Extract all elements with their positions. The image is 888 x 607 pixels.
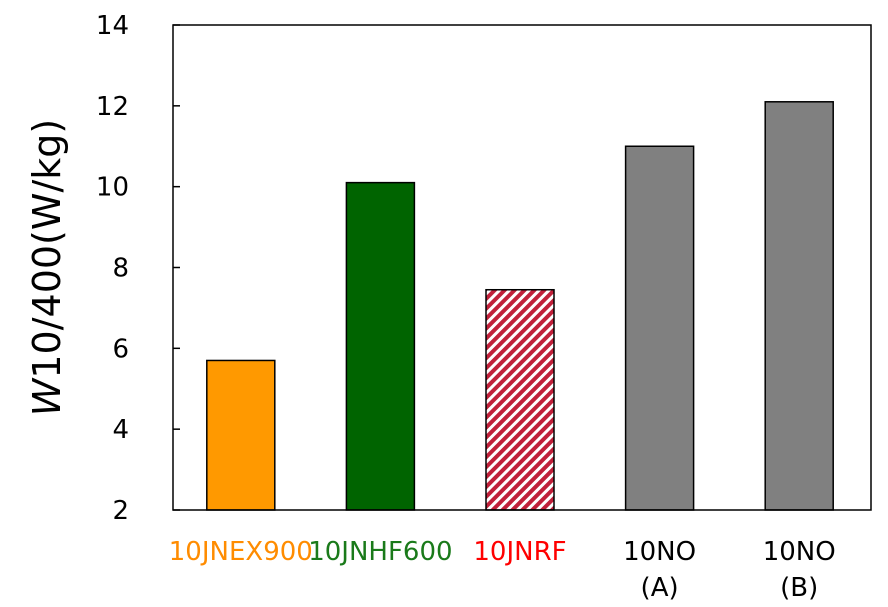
x-category-label-line: (B): [780, 573, 818, 603]
x-category-label: 10NO (B): [763, 537, 836, 603]
y-tick-label: 8: [112, 254, 129, 284]
bar: [206, 359, 276, 511]
x-category-label-line: (A): [641, 573, 679, 603]
y-axis-title: W10/400(W/kg): [25, 119, 69, 416]
y-tick-label: 2: [112, 496, 129, 526]
plot-area-frame: [172, 24, 872, 511]
bars-group: [206, 101, 834, 511]
x-category-label: 10NO (A): [623, 537, 696, 603]
x-category-label-line: 10NO: [623, 537, 696, 567]
y-axis-label-text: 10/400(W/kg): [25, 119, 69, 379]
y-axis-label: W10/400(W/kg): [25, 119, 69, 416]
y-tick-label: 14: [96, 11, 129, 41]
y-tick-label: 6: [112, 334, 129, 364]
y-axis: 2 4 6 8 10 12 14: [96, 11, 180, 526]
x-category-label-line: 10JNHF600: [308, 537, 452, 567]
y-tick-label: 4: [112, 415, 129, 445]
x-category-label: 10JNHF600: [308, 537, 452, 567]
bar: [345, 181, 416, 511]
y-axis-label-symbol: W: [25, 377, 69, 416]
y-tick-label: 10: [96, 173, 129, 203]
y-tick-label: 12: [96, 92, 129, 122]
x-category-label-line: 10NO: [763, 537, 836, 567]
x-category-label-line: 10JNEX900: [169, 537, 313, 567]
bar: [764, 101, 834, 511]
bar: [624, 145, 695, 511]
x-category-label: 10JNEX900: [169, 537, 313, 567]
bar: [485, 288, 555, 511]
x-category-label-line: 10JNRF: [473, 537, 566, 567]
x-category-label: 10JNRF: [473, 537, 566, 567]
